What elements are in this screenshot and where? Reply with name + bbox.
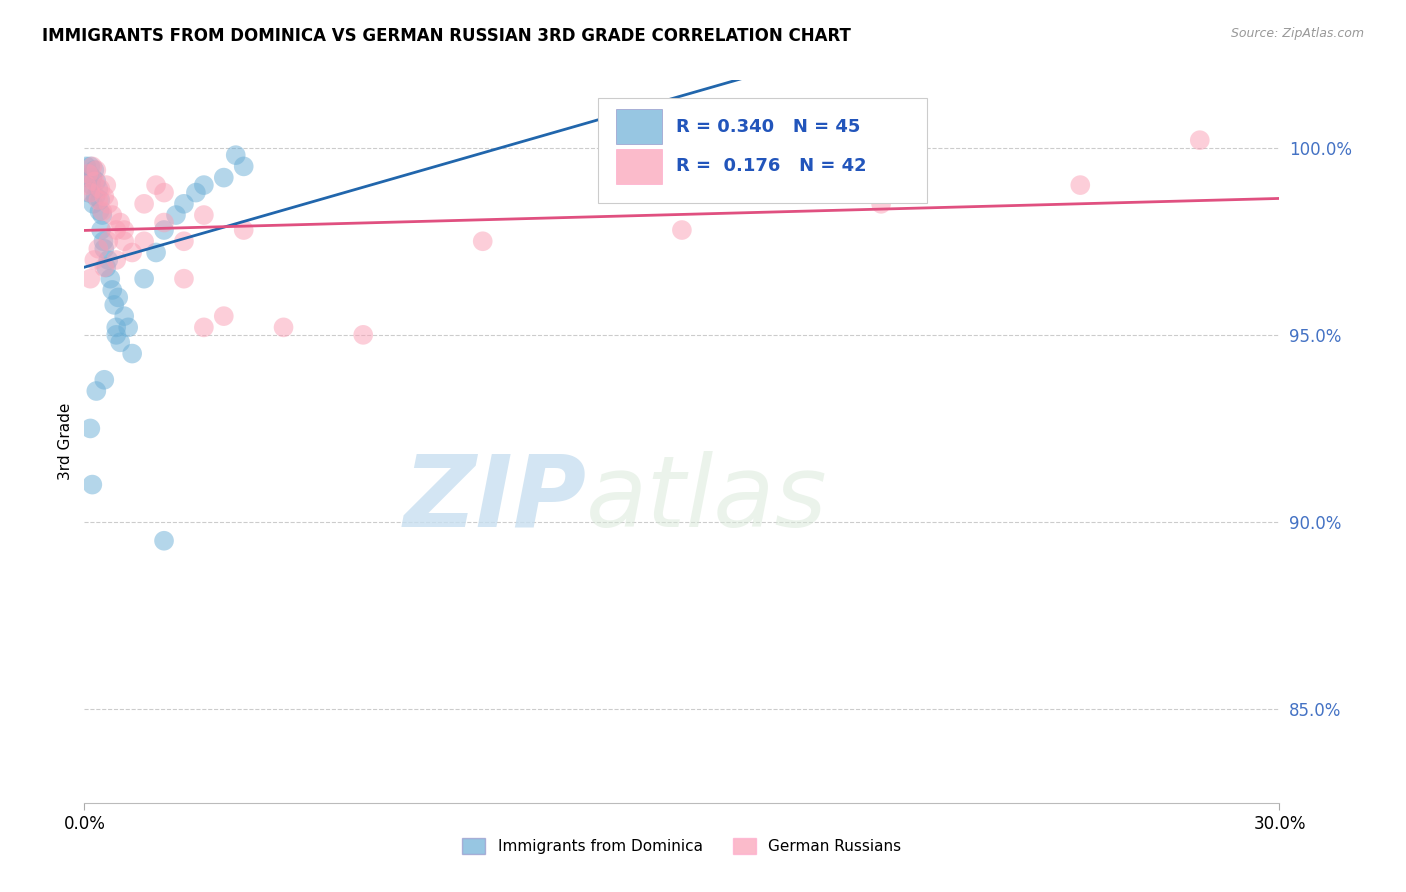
Point (77, 186, 100, 200)
Point (273, 320, 295, 334)
Point (132, 271, 156, 285)
Point (75, 178, 97, 193)
Point (173, 234, 195, 248)
Point (82, 160, 104, 174)
Point (82, 477, 104, 491)
Point (153, 215, 176, 229)
Text: ZIP: ZIP (404, 450, 586, 548)
Point (97, 196, 120, 211)
Point (91, 208, 114, 222)
Point (105, 320, 128, 334)
Point (1069, 178, 1091, 193)
Point (93, 234, 115, 248)
Point (1188, 133, 1211, 147)
Point (87, 242, 110, 256)
Point (87, 182, 110, 196)
Point (87, 193, 110, 207)
Point (193, 320, 215, 334)
Point (121, 346, 143, 360)
Point (90, 223, 112, 237)
Point (83, 252, 105, 267)
Point (212, 170, 235, 185)
Text: Source: ZipAtlas.com: Source: ZipAtlas.com (1230, 27, 1364, 40)
Point (173, 271, 195, 285)
Point (86, 384, 108, 398)
Point (193, 178, 215, 193)
Point (232, 160, 254, 174)
Point (110, 215, 132, 229)
Point (107, 290, 129, 304)
Point (132, 196, 156, 211)
Point (101, 208, 124, 222)
Point (153, 223, 176, 237)
Bar (616, 149, 662, 184)
Point (671, 223, 693, 237)
Point (112, 234, 135, 248)
Point (225, 148, 247, 162)
Legend: Immigrants from Dominica, German Russians: Immigrants from Dominica, German Russian… (457, 832, 907, 860)
Point (89, 193, 111, 207)
Point (89, 182, 111, 196)
Point (165, 208, 187, 222)
Point (79, 160, 101, 174)
Text: R =  0.176   N = 42: R = 0.176 N = 42 (676, 157, 866, 175)
Point (112, 223, 135, 237)
Point (79, 271, 101, 285)
Y-axis label: 3rd Grade: 3rd Grade (58, 403, 73, 480)
Point (184, 186, 207, 200)
Text: atlas: atlas (586, 450, 828, 548)
Point (77, 167, 100, 181)
Point (105, 327, 128, 342)
Point (145, 245, 167, 260)
Point (93, 260, 115, 275)
Point (232, 223, 254, 237)
Point (76, 170, 98, 185)
Point (93, 189, 115, 203)
Point (101, 283, 124, 297)
Point (105, 223, 128, 237)
Point (870, 196, 893, 211)
Point (86, 163, 108, 178)
Point (79, 186, 101, 200)
Point (86, 174, 108, 188)
Point (193, 208, 215, 222)
Point (75, 160, 97, 174)
Point (121, 245, 143, 260)
Point (97, 234, 120, 248)
Point (153, 186, 176, 200)
Point (91, 204, 114, 219)
Point (89, 204, 111, 219)
Point (132, 234, 156, 248)
Point (97, 252, 120, 267)
Point (145, 178, 167, 193)
Point (153, 533, 176, 548)
Point (98, 271, 121, 285)
Bar (616, 109, 662, 144)
Point (352, 327, 374, 342)
Text: R = 0.340   N = 45: R = 0.340 N = 45 (676, 118, 860, 136)
Point (82, 196, 104, 211)
Point (77, 167, 100, 181)
Text: IMMIGRANTS FROM DOMINICA VS GERMAN RUSSIAN 3RD GRADE CORRELATION CHART: IMMIGRANTS FROM DOMINICA VS GERMAN RUSSI… (42, 27, 851, 45)
Point (96, 178, 118, 193)
Point (96, 260, 118, 275)
Point (80, 178, 103, 193)
Point (173, 196, 195, 211)
Point (117, 320, 139, 334)
Point (93, 242, 115, 256)
Point (103, 298, 125, 312)
Point (79, 421, 101, 435)
FancyBboxPatch shape (599, 98, 927, 203)
Point (471, 234, 494, 248)
Point (105, 252, 128, 267)
Point (82, 170, 104, 185)
Point (83, 163, 105, 178)
Point (112, 309, 135, 323)
Point (93, 373, 115, 387)
Point (212, 309, 235, 323)
Point (110, 335, 132, 350)
Point (83, 174, 105, 188)
Point (84, 189, 107, 203)
